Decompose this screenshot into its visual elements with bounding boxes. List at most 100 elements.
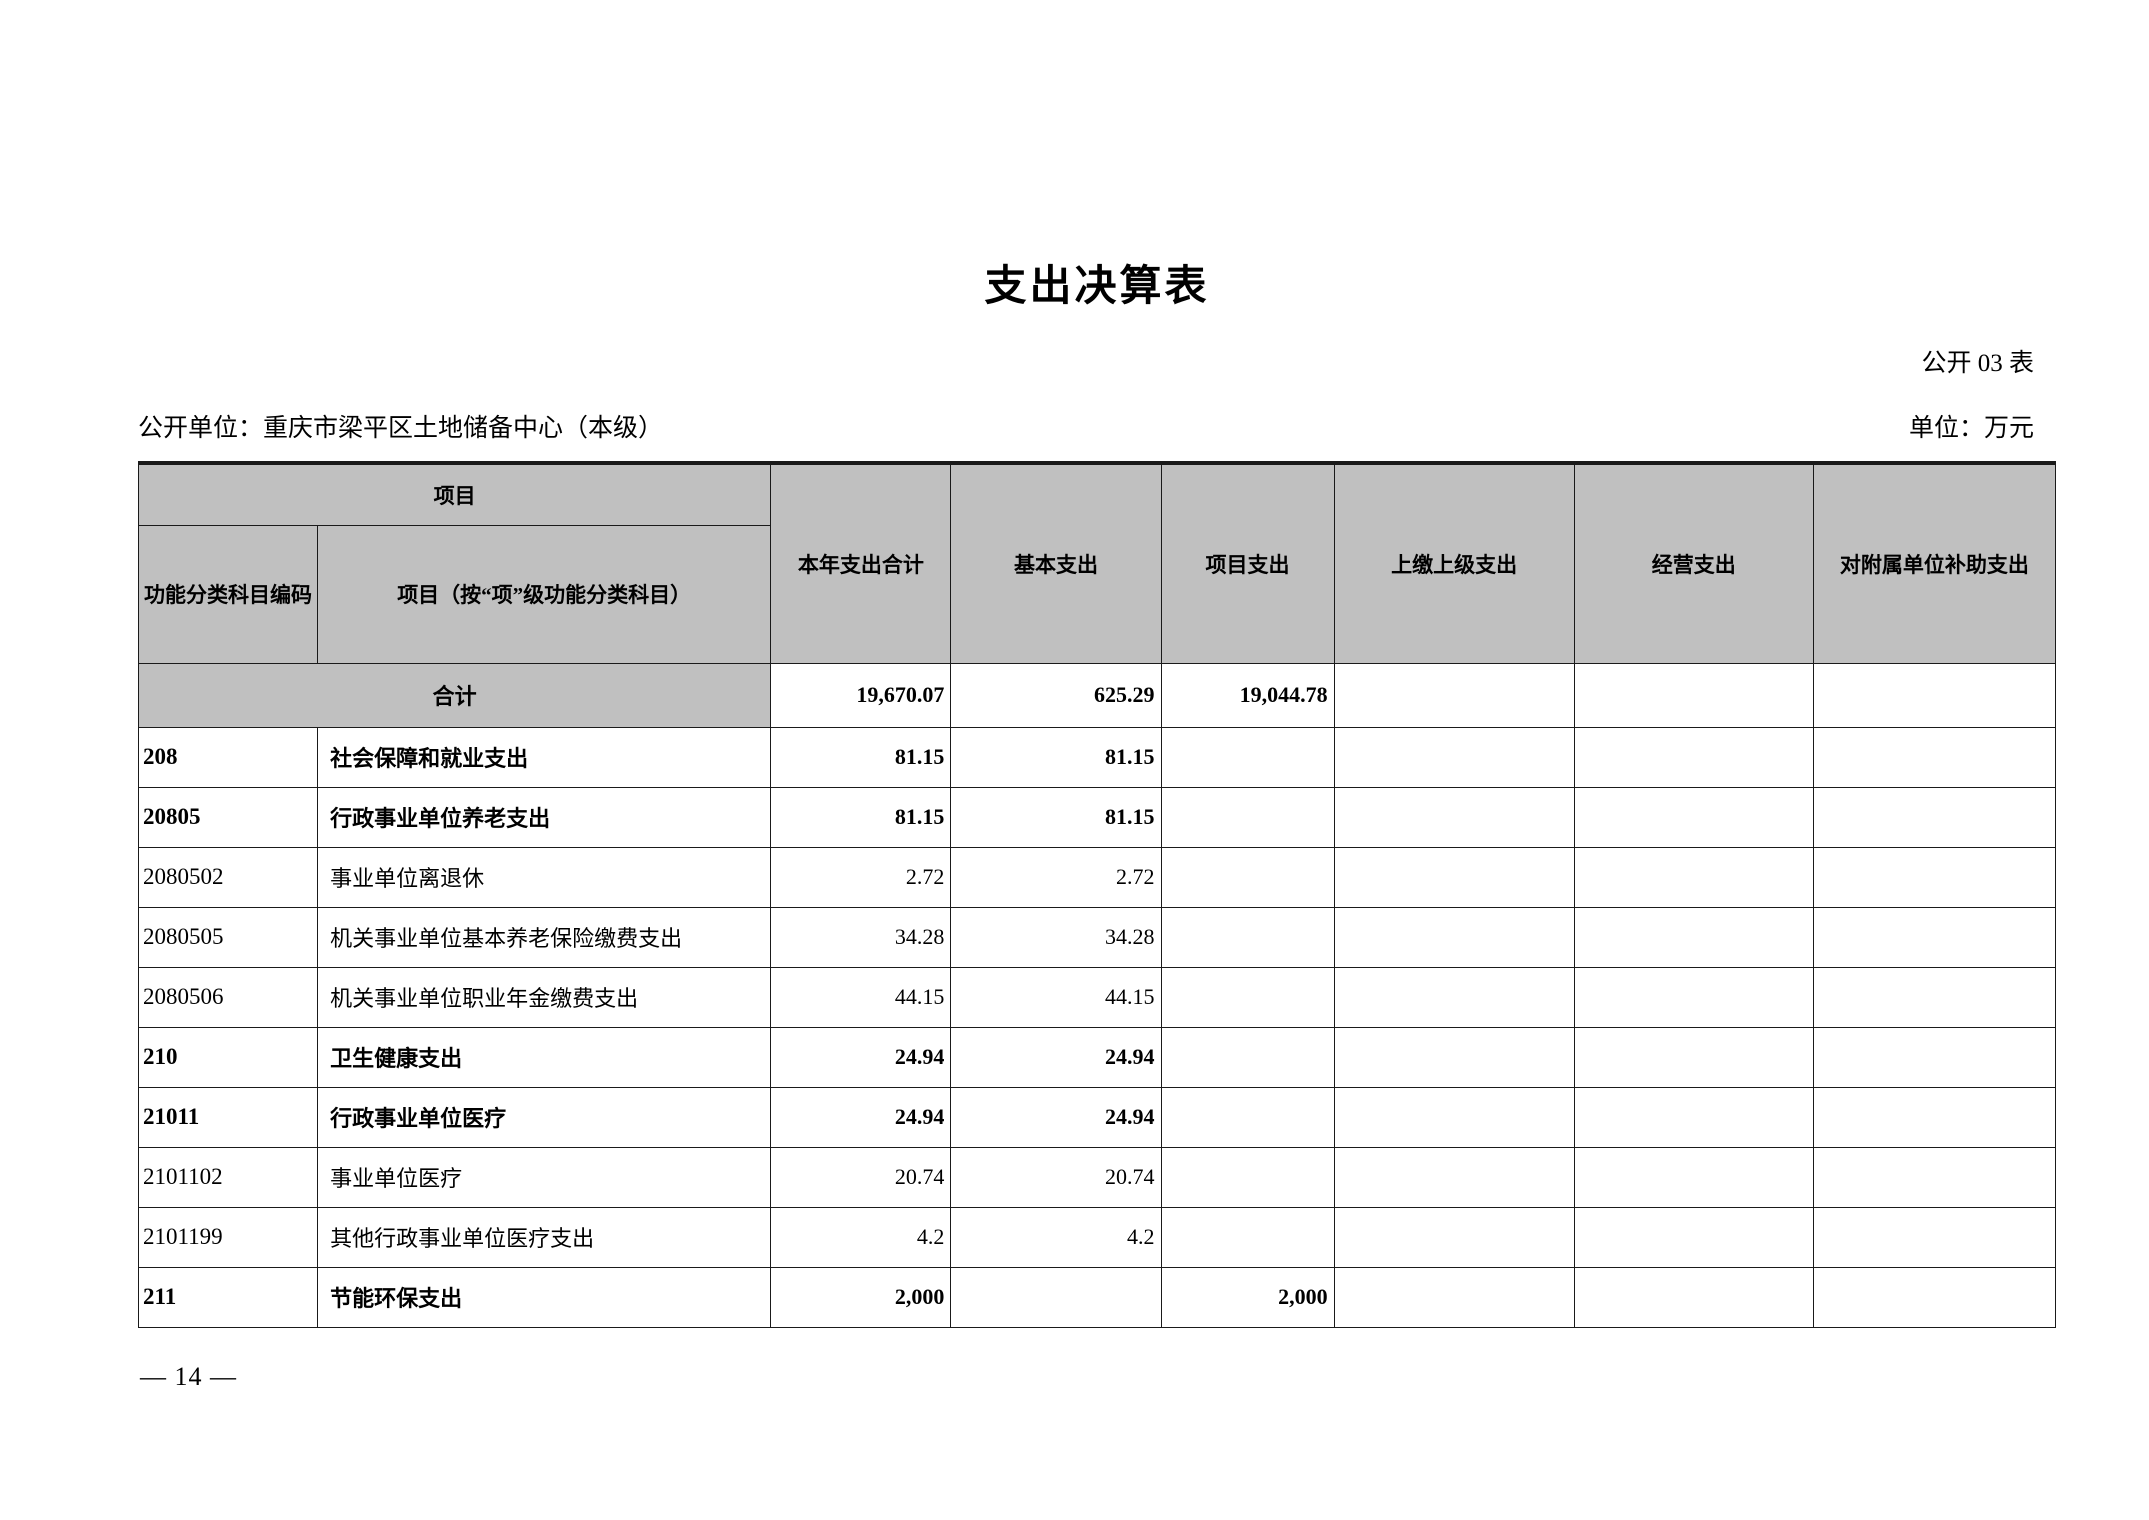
unit-label: 单位：万元 <box>1908 415 2034 442</box>
row-upper <box>1333 966 1575 1028</box>
row-project: 2,000 <box>1160 1266 1335 1328</box>
expenditure-table: 项目 本年支出合计 基本支出 项目支出 上缴上级支出 经营支出 对附属单位补助支… <box>137 461 2057 1328</box>
row-project <box>1160 786 1335 848</box>
row-name: 事业单位医疗 <box>317 1146 772 1208</box>
row-project <box>1160 1146 1335 1208</box>
row-project <box>1160 906 1335 968</box>
row-year-total: 2,000 <box>770 1266 952 1328</box>
row-year-total: 81.15 <box>770 786 952 848</box>
row-upper <box>1333 786 1575 848</box>
total-operating <box>1573 662 1814 728</box>
row-project <box>1160 726 1335 788</box>
row-year-total: 20.74 <box>770 1146 952 1208</box>
row-upper <box>1333 1086 1575 1148</box>
total-label: 合计 <box>137 662 772 728</box>
table-total-row: 合计 19,670.07 625.29 19,044.78 <box>137 662 2057 728</box>
table-row-210: 210 卫生健康支出 24.94 24.94 <box>137 1026 2057 1088</box>
row-project <box>1160 1026 1335 1088</box>
row-year-total: 24.94 <box>770 1086 952 1148</box>
header-function-code: 功能分类科目编码 <box>137 524 319 664</box>
row-code: 21011 <box>137 1086 319 1148</box>
row-subsidy <box>1812 1266 2057 1328</box>
row-upper <box>1333 726 1575 788</box>
row-year-total: 44.15 <box>770 966 952 1028</box>
header-upper-level: 上缴上级支出 <box>1333 462 1575 664</box>
table-row-2101199: 2101199 其他行政事业单位医疗支出 4.2 4.2 <box>137 1206 2057 1268</box>
table-meta-row: 公开单位：重庆市梁平区土地储备中心（本级） 单位：万元 <box>138 408 2056 444</box>
header-item: 项目（按“项”级功能分类科目） <box>317 524 772 664</box>
row-basic: 81.15 <box>950 726 1162 788</box>
row-operating <box>1573 786 1814 848</box>
header-project-expense: 项目支出 <box>1160 462 1335 664</box>
row-project <box>1160 966 1335 1028</box>
row-name: 机关事业单位职业年金缴费支出 <box>317 966 772 1028</box>
table-row-211: 211 节能环保支出 2,000 2,000 <box>137 1266 2057 1328</box>
row-code: 2101102 <box>137 1146 319 1208</box>
table-row-208: 208 社会保障和就业支出 81.15 81.15 <box>137 726 2057 788</box>
table-row-2080506: 2080506 机关事业单位职业年金缴费支出 44.15 44.15 <box>137 966 2057 1028</box>
row-subsidy <box>1812 1086 2057 1148</box>
total-year-total: 19,670.07 <box>770 662 952 728</box>
table-row-2080502: 2080502 事业单位离退休 2.72 2.72 <box>137 846 2057 908</box>
row-basic: 20.74 <box>950 1146 1162 1208</box>
row-basic: 24.94 <box>950 1026 1162 1088</box>
row-code: 2080505 <box>137 906 319 968</box>
table-row-2101102: 2101102 事业单位医疗 20.74 20.74 <box>137 1146 2057 1208</box>
row-code: 211 <box>137 1266 319 1328</box>
row-upper <box>1333 1206 1575 1268</box>
row-upper <box>1333 1026 1575 1088</box>
row-operating <box>1573 846 1814 908</box>
row-year-total: 4.2 <box>770 1206 952 1268</box>
row-name: 社会保障和就业支出 <box>317 726 772 788</box>
row-upper <box>1333 1266 1575 1328</box>
row-subsidy <box>1812 1026 2057 1088</box>
row-upper <box>1333 1146 1575 1208</box>
row-year-total: 81.15 <box>770 726 952 788</box>
row-basic: 2.72 <box>950 846 1162 908</box>
row-name: 事业单位离退休 <box>317 846 772 908</box>
row-basic: 81.15 <box>950 786 1162 848</box>
total-project: 19,044.78 <box>1160 662 1335 728</box>
row-basic: 4.2 <box>950 1206 1162 1268</box>
table-header: 项目 本年支出合计 基本支出 项目支出 上缴上级支出 经营支出 对附属单位补助支… <box>137 462 2057 664</box>
row-code: 210 <box>137 1026 319 1088</box>
row-project <box>1160 846 1335 908</box>
row-subsidy <box>1812 966 2057 1028</box>
row-upper <box>1333 846 1575 908</box>
row-basic: 24.94 <box>950 1086 1162 1148</box>
row-name: 卫生健康支出 <box>317 1026 772 1088</box>
row-name: 节能环保支出 <box>317 1266 772 1328</box>
total-basic: 625.29 <box>950 662 1162 728</box>
row-subsidy <box>1812 1206 2057 1268</box>
row-code: 2101199 <box>137 1206 319 1268</box>
row-project <box>1160 1206 1335 1268</box>
total-subsidy <box>1812 662 2057 728</box>
row-upper <box>1333 906 1575 968</box>
row-year-total: 2.72 <box>770 846 952 908</box>
header-subsidy: 对附属单位补助支出 <box>1812 462 2057 664</box>
table-row-21011: 21011 行政事业单位医疗 24.94 24.94 <box>137 1086 2057 1148</box>
row-operating <box>1573 1026 1814 1088</box>
row-operating <box>1573 966 1814 1028</box>
row-code: 208 <box>137 726 319 788</box>
row-project <box>1160 1086 1335 1148</box>
page-number: — 14 — <box>140 1362 237 1391</box>
header-project-group: 项目 <box>137 462 772 526</box>
row-subsidy <box>1812 846 2057 908</box>
row-year-total: 24.94 <box>770 1026 952 1088</box>
row-operating <box>1573 726 1814 788</box>
publisher-label: 公开单位：重庆市梁平区土地储备中心（本级） <box>138 415 664 442</box>
row-operating <box>1573 1206 1814 1268</box>
total-upper <box>1333 662 1575 728</box>
row-basic: 44.15 <box>950 966 1162 1028</box>
row-name: 行政事业单位医疗 <box>317 1086 772 1148</box>
page-title: 支出决算表 <box>984 264 1210 310</box>
row-operating <box>1573 906 1814 968</box>
row-basic <box>950 1266 1162 1328</box>
table-row-20805: 20805 行政事业单位养老支出 81.15 81.15 <box>137 786 2057 848</box>
row-subsidy <box>1812 726 2057 788</box>
row-subsidy <box>1812 1146 2057 1208</box>
row-basic: 34.28 <box>950 906 1162 968</box>
row-code: 2080506 <box>137 966 319 1028</box>
row-name: 其他行政事业单位医疗支出 <box>317 1206 772 1268</box>
